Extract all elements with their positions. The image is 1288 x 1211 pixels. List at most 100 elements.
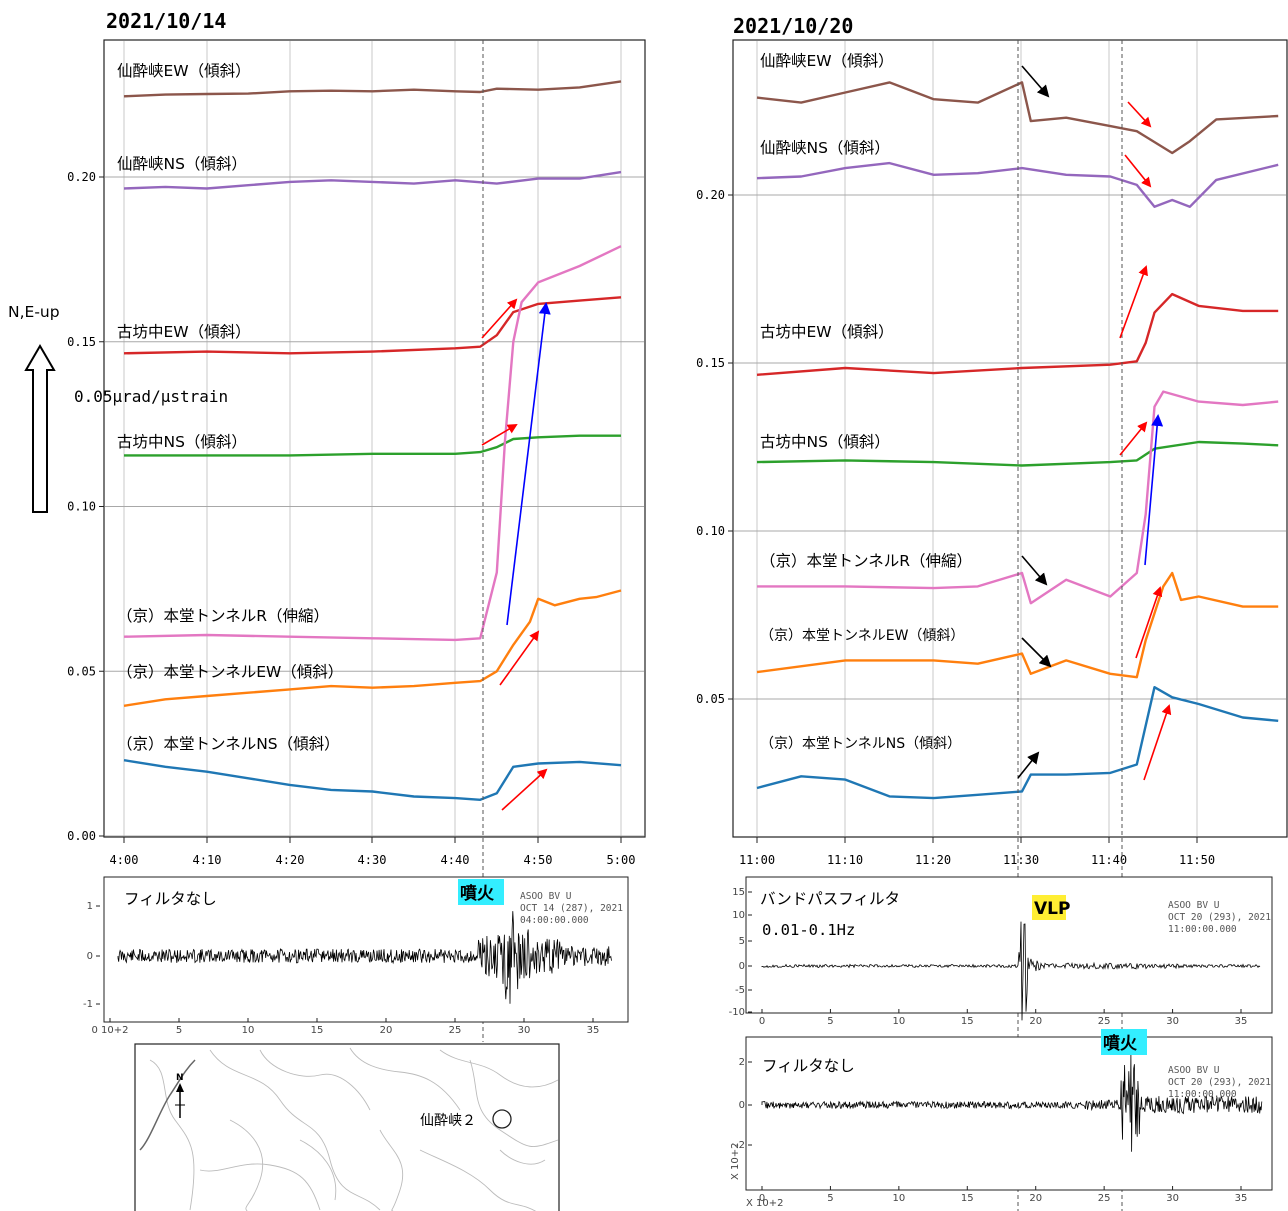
series-line	[756, 440, 1279, 467]
left-eruption-tag: 噴火	[460, 884, 495, 904]
right-seis2-y-unit: X 10+2	[730, 1143, 741, 1181]
right-seis1-header-3: 11:00:00.000	[1168, 924, 1237, 935]
left-seis-trace	[117, 911, 612, 1004]
left-tilt-chart: 0.00 0.05 0.10 0.15 0.20 4:00 4:10 4:20 4:30 4:40…	[67, 39, 646, 1042]
y-tick-label: 0.05	[67, 664, 96, 678]
right-label-sensuikyo-ew: 仙酔峡EW（傾斜）	[760, 52, 894, 70]
seis-x-tick-label: 30	[1166, 1016, 1179, 1027]
seis-x-tick-label: 35	[1235, 1016, 1248, 1027]
right-label-furubochu-ew: 古坊中EW（傾斜）	[760, 323, 894, 341]
seis-x-tick-label: 30	[1166, 1193, 1179, 1204]
seis-y-tick-label: 0	[87, 951, 93, 962]
waveform	[117, 911, 612, 1004]
x-tick-label: 11:50	[1179, 853, 1215, 867]
right-seis2-label: フィルタなし	[762, 1057, 855, 1075]
left-seis-frame	[103, 876, 629, 1023]
right-grid	[734, 41, 1286, 836]
right-arrows	[1017, 65, 1172, 781]
series-line	[756, 161, 1279, 209]
right-seis1-label: バンドパスフィルタ	[760, 890, 900, 908]
right-seis1-header-1: ASOO BV U	[1168, 900, 1220, 911]
right-series-labels: 仙酔峡EW（傾斜） 仙酔峡NS（傾斜） 古坊中EW（傾斜） 古坊中NS（傾斜） …	[760, 52, 972, 752]
right-label-furubochu-ns: 古坊中NS（傾斜）	[760, 433, 890, 451]
seis-y-tick-label: -10	[729, 1007, 745, 1018]
series-line	[756, 571, 1279, 679]
series-line	[756, 81, 1279, 155]
seis-y-tick-label: -5	[735, 985, 745, 996]
left-series	[123, 80, 622, 801]
left-seis-header-2: OCT 14 (287), 2021	[520, 903, 623, 914]
seis-y-tick-label: 2	[739, 1057, 745, 1068]
right-label-hondo-ns: （京）本堂トンネルNS（傾斜）	[760, 736, 961, 752]
left-grid	[105, 41, 644, 837]
station-marker-icon	[492, 1109, 512, 1129]
seis-x-tick-label: 30	[518, 1025, 531, 1036]
right-arrow-black-2	[1021, 555, 1048, 586]
right-arrow-black-3	[1021, 637, 1052, 668]
north-arrow-icon: N	[175, 1073, 185, 1118]
svg-text:N: N	[176, 1073, 184, 1083]
right-seis1-band: 0.01-0.1Hz	[762, 921, 855, 939]
series-line	[124, 434, 621, 457]
right-seismogram-bandpass: 0 5 10 15 20 25 30 35 15 10 5 0 -5 -10 バンドパスフィルタ 0.01…	[729, 876, 1273, 1027]
seis-y-tick-label: 1	[87, 901, 93, 912]
right-seis2-frame	[745, 1036, 1273, 1191]
right-seis2-header-3: 11:00:00.000	[1168, 1089, 1237, 1100]
seis-x-tick-label: 15	[311, 1025, 324, 1036]
y-tick-label: 0.00	[67, 829, 96, 843]
left-date: 2021/10/14	[106, 9, 226, 33]
right-seis2-trace	[761, 1053, 1263, 1152]
right-arrow-red-4	[1119, 421, 1148, 456]
seis-x-tick-label: 20	[1029, 1193, 1042, 1204]
right-arrow-black-1	[1021, 65, 1050, 98]
seis-x-tick-label: 15	[961, 1016, 974, 1027]
right-label-hondo-ew: （京）本堂トンネルEW（傾斜）	[760, 628, 964, 644]
left-label-furubochu-ns: 古坊中NS（傾斜）	[117, 433, 247, 451]
seis-x-tick-label: 10	[242, 1025, 255, 1036]
left-seis-header-1: ASOO BV U	[520, 891, 572, 902]
seis-x-tick-label: 25	[1098, 1193, 1111, 1204]
left-plot-frame	[103, 39, 646, 838]
vlp-tag-bg	[1032, 895, 1066, 920]
seis-x-tick-label: 20	[1029, 1016, 1042, 1027]
right-arrow-red-6	[1143, 704, 1172, 781]
map-road	[139, 1059, 196, 1151]
seis-x-tick-label: 35	[587, 1025, 600, 1036]
seis-y-tick-label: -2	[735, 1140, 745, 1151]
seis-y-tick-label: 0	[739, 1100, 745, 1111]
waveform	[761, 1053, 1263, 1152]
seis-y-tick-label: 0	[739, 961, 745, 972]
seis-x-tick-label: 5	[827, 1016, 833, 1027]
right-arrow-blue	[1144, 414, 1164, 566]
seis-x-tick-label: 35	[1235, 1193, 1248, 1204]
left-arrow-red-1	[481, 298, 518, 339]
seis-x-tick-label: 20	[380, 1025, 393, 1036]
scale-arrow-icon	[24, 344, 56, 513]
right-arrow-red-3	[1119, 265, 1148, 339]
seis-x-tick-label: 0 10+2	[91, 1025, 128, 1036]
left-arrow-red-3	[499, 630, 540, 686]
right-tilt-chart: 0.05 0.10 0.15 0.20 11:00 11:10 11:20 11:30 11:4…	[696, 39, 1288, 1211]
seis-x-tick-label: 0	[759, 1016, 765, 1027]
left-arrow-red-4	[501, 768, 548, 811]
series-line	[757, 390, 1279, 605]
x-tick-label: 11:10	[827, 853, 863, 867]
right-seis2-x-unit: X 10+2	[746, 1198, 784, 1209]
seis-x-tick-label: 25	[449, 1025, 462, 1036]
series-line	[123, 759, 622, 801]
left-label-sensuikyo-ew: 仙酔峡EW（傾斜）	[117, 62, 251, 80]
left-eruption-tag-bg	[458, 879, 504, 905]
scale-indicator: N,E-up 0.05µrad/µstrain	[8, 303, 228, 513]
x-tick-label: 4:40	[441, 853, 470, 867]
y-tick-label: 0.10	[67, 500, 96, 514]
right-seis2-header-2: OCT 20 (293), 2021	[1168, 1077, 1271, 1088]
right-seis1-header-2: OCT 20 (293), 2021	[1168, 912, 1271, 923]
x-tick-label: 11:40	[1091, 853, 1127, 867]
left-series-labels: 仙酔峡EW（傾斜） 仙酔峡NS（傾斜） 古坊中EW（傾斜） 古坊中NS（傾斜） …	[117, 62, 343, 753]
y-tick-label: 0.20	[696, 188, 725, 202]
x-tick-label: 11:00	[739, 853, 775, 867]
